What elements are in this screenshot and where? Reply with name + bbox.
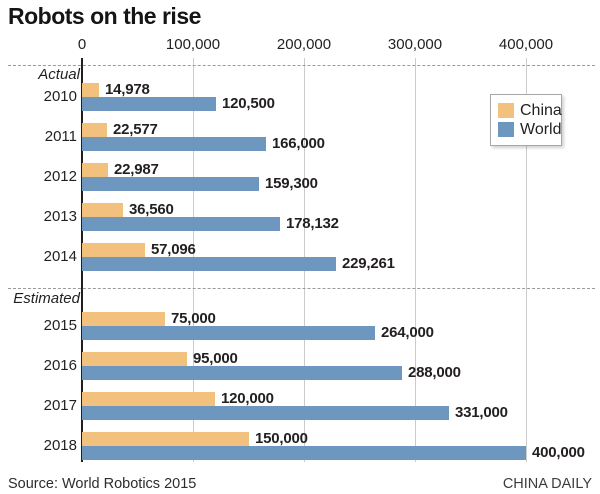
year-label: 2017 bbox=[43, 397, 77, 414]
legend: China World bbox=[490, 94, 562, 146]
year-label: 2011 bbox=[44, 128, 77, 145]
china-bar bbox=[82, 392, 215, 406]
year-label: 2016 bbox=[43, 357, 77, 374]
world-value-label: 331,000 bbox=[455, 404, 508, 421]
china-value-label: 36,560 bbox=[129, 201, 174, 218]
world-bar bbox=[82, 97, 216, 111]
china-value-label: 14,978 bbox=[105, 81, 150, 98]
china-bar bbox=[82, 312, 165, 326]
gridline bbox=[415, 58, 416, 462]
china-bar bbox=[82, 163, 108, 177]
section-divider-line bbox=[8, 65, 595, 66]
source-note: Source: World Robotics 2015 bbox=[8, 476, 197, 492]
china-value-label: 75,000 bbox=[171, 310, 216, 327]
chart-title: Robots on the rise bbox=[8, 3, 201, 29]
world-bar bbox=[82, 406, 449, 420]
world-bar bbox=[82, 177, 259, 191]
section-label: Estimated bbox=[13, 290, 80, 307]
china-value-label: 95,000 bbox=[193, 350, 238, 367]
china-value-label: 57,096 bbox=[151, 241, 196, 258]
legend-label-world: World bbox=[520, 121, 562, 138]
year-label: 2012 bbox=[43, 168, 77, 185]
world-value-label: 120,500 bbox=[222, 95, 275, 112]
china-value-label: 150,000 bbox=[255, 430, 308, 447]
china-bar bbox=[82, 432, 249, 446]
world-value-label: 159,300 bbox=[265, 175, 318, 192]
world-bar bbox=[82, 257, 336, 271]
legend-item-world: World bbox=[498, 120, 562, 139]
legend-item-china: China bbox=[498, 101, 562, 120]
china-bar bbox=[82, 203, 123, 217]
year-label: 2014 bbox=[43, 248, 77, 265]
year-label: 2015 bbox=[43, 317, 77, 334]
year-label: 2013 bbox=[43, 208, 77, 225]
china-bar bbox=[82, 83, 99, 97]
world-value-label: 288,000 bbox=[408, 364, 461, 381]
china-bar bbox=[82, 243, 145, 257]
world-bar bbox=[82, 446, 526, 460]
world-bar bbox=[82, 366, 402, 380]
world-bar bbox=[82, 217, 280, 231]
axis-tick-label: 100,000 bbox=[165, 36, 221, 53]
axis-tick-label: 200,000 bbox=[276, 36, 332, 53]
world-value-label: 264,000 bbox=[381, 324, 434, 341]
world-value-label: 229,261 bbox=[342, 255, 395, 272]
world-value-label: 178,132 bbox=[286, 215, 339, 232]
china-value-label: 120,000 bbox=[221, 390, 274, 407]
gridline bbox=[526, 58, 527, 462]
china-value-label: 22,577 bbox=[113, 121, 158, 138]
world-value-label: 400,000 bbox=[532, 444, 585, 461]
axis-tick-label: 300,000 bbox=[387, 36, 443, 53]
china-bar bbox=[82, 352, 187, 366]
year-label: 2018 bbox=[43, 437, 77, 454]
axis-tick-label: 0 bbox=[77, 36, 87, 53]
world-swatch-icon bbox=[498, 122, 514, 137]
world-bar bbox=[82, 326, 375, 340]
world-value-label: 166,000 bbox=[272, 135, 325, 152]
credit-note: CHINA DAILY bbox=[502, 476, 592, 492]
section-divider-line bbox=[8, 288, 595, 289]
section-label: Actual bbox=[38, 66, 80, 83]
china-value-label: 22,987 bbox=[114, 161, 159, 178]
china-swatch-icon bbox=[498, 103, 514, 118]
world-bar bbox=[82, 137, 266, 151]
legend-label-china: China bbox=[520, 102, 562, 119]
axis-tick-label: 400,000 bbox=[498, 36, 554, 53]
year-label: 2010 bbox=[43, 88, 77, 105]
china-bar bbox=[82, 123, 107, 137]
